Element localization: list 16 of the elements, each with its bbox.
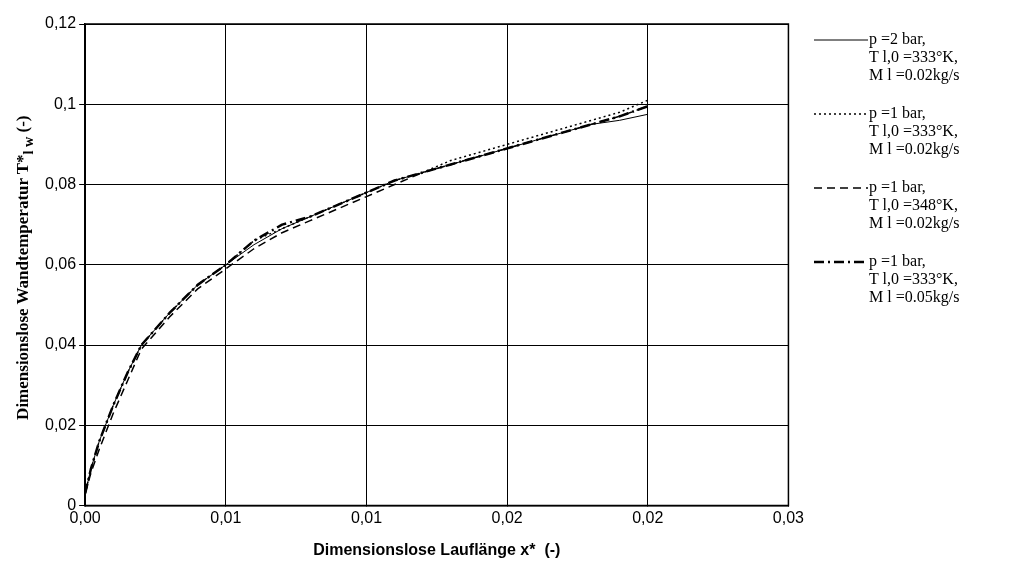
x-tick-label: 0,01: [350, 508, 383, 526]
x-tick-label: 0,01: [210, 508, 242, 526]
legend-label: p =1 bar, T l,0 =348°K, M l =0.02kg/s: [869, 178, 960, 232]
legend-label: p =2 bar, T l,0 =333°K, M l =0.02kg/s: [869, 30, 960, 84]
y-tick-label: 0,06: [45, 255, 77, 273]
legend-label: p =1 bar, T l,0 =333°K, M l =0.02kg/s: [869, 104, 960, 158]
y-tick-label: 0,04: [45, 335, 77, 353]
y-tick-label: 0,1: [53, 94, 77, 112]
x-axis-title: Dimensionslose Lauflänge x* (-): [313, 540, 561, 558]
x-tick-label: 0,03: [772, 508, 805, 526]
y-tick-label: 0,08: [45, 174, 77, 192]
y-tick-label: 0,12: [45, 14, 77, 32]
y-tick-label: 0,02: [45, 415, 77, 433]
x-tick-label: 0,02: [491, 508, 523, 526]
legend-label: p =1 bar, T l,0 =333°K, M l =0.05kg/s: [869, 252, 960, 306]
x-tick-label: 0,02: [632, 508, 664, 526]
